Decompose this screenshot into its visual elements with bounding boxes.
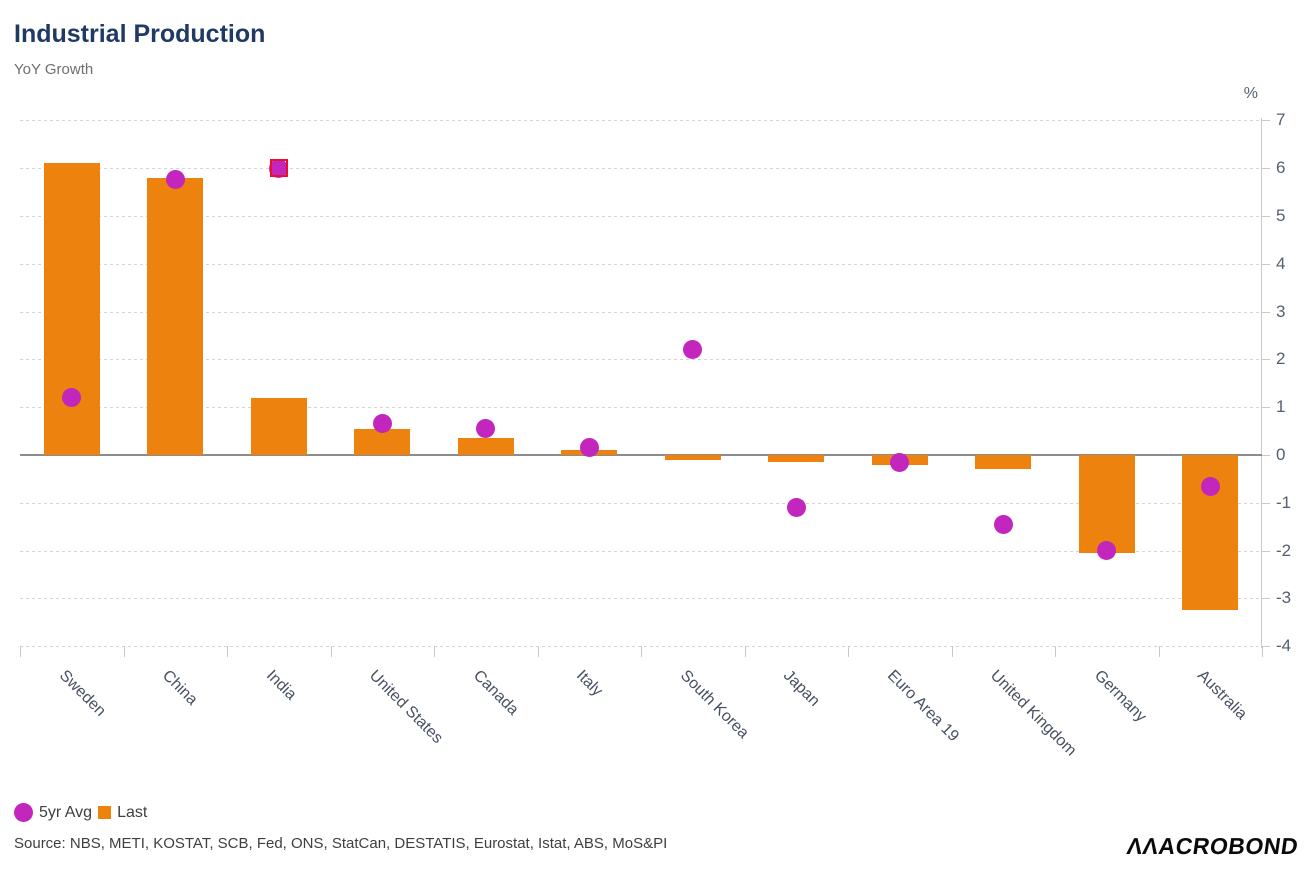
category-label-china: China [159, 667, 201, 709]
y-axis-tick [1261, 455, 1270, 456]
legend: 5yr Avg Last [14, 803, 147, 822]
legend-item-last: Last [98, 804, 147, 822]
y-tick-label: 7 [1276, 110, 1286, 130]
y-tick-label: 5 [1276, 205, 1286, 225]
y-tick-label: 3 [1276, 301, 1286, 321]
x-axis-tick [848, 646, 849, 657]
x-axis-tick [330, 646, 332, 657]
y-axis-tick [1261, 263, 1270, 265]
gridline-3 [20, 311, 1262, 313]
bar-sweden[interactable] [43, 163, 100, 455]
dot-south-korea[interactable] [683, 340, 703, 360]
dot-euro-area-19[interactable] [890, 452, 910, 472]
y-axis-tick [1261, 168, 1270, 170]
category-label-italy: Italy [573, 667, 606, 700]
category-label-germany: Germany [1090, 667, 1150, 726]
dot-japan[interactable] [786, 498, 806, 518]
legend-label: 5yr Avg [39, 803, 93, 821]
y-tick-label: 0 [1276, 445, 1286, 464]
y-axis-unit-label: % [1243, 85, 1258, 102]
y-tick-label: 6 [1276, 158, 1286, 178]
selected-point-highlight [269, 159, 288, 178]
x-axis-tick [1055, 646, 1056, 657]
legend-square-marker-icon [98, 806, 112, 819]
x-axis-tick [227, 646, 228, 657]
category-label-united-kingdom: United Kingdom [987, 667, 1080, 760]
y-tick-label: -2 [1276, 540, 1292, 560]
y-tick-label: 2 [1276, 349, 1286, 369]
legend-label: Last [117, 803, 148, 821]
x-axis-tick [537, 646, 539, 657]
x-axis-tick [1158, 646, 1160, 657]
y-axis-tick [1261, 646, 1270, 648]
bar-germany[interactable] [1078, 455, 1135, 554]
gridline--3 [20, 598, 1262, 600]
source-note: Source: NBS, METI, KOSTAT, SCB, Fed, ONS… [14, 835, 668, 852]
y-tick-label: 1 [1276, 397, 1286, 417]
dot-china[interactable] [165, 170, 185, 190]
category-label-euro-area-19: Euro Area 19 [883, 667, 962, 746]
bar-china[interactable] [147, 177, 204, 455]
gridline-2 [20, 359, 1262, 361]
gridline-5 [20, 215, 1262, 217]
category-label-india: India [262, 667, 300, 704]
y-axis-line [1261, 118, 1262, 649]
chart-subtitle: YoY Growth [14, 61, 94, 78]
legend-circle-marker-icon [14, 803, 33, 822]
dot-italy[interactable] [579, 438, 599, 458]
category-label-south-korea: South Korea [676, 667, 752, 742]
gridline--1 [20, 502, 1262, 504]
x-axis-tick [1262, 646, 1263, 657]
y-tick-label: -3 [1276, 588, 1292, 608]
bar-canada[interactable] [457, 438, 514, 455]
gridline-7 [20, 120, 1262, 122]
bar-india[interactable] [250, 397, 307, 455]
category-label-canada: Canada [469, 667, 522, 719]
page-title: Industrial Production [14, 20, 266, 48]
x-axis-tick [641, 646, 642, 657]
bar-united-states[interactable] [354, 428, 411, 455]
gridline-6 [20, 168, 1262, 170]
y-tick-label: -4 [1276, 636, 1292, 656]
dot-australia[interactable] [1200, 476, 1220, 496]
bar-south-korea[interactable] [664, 455, 721, 460]
x-axis-tick [434, 646, 435, 657]
x-axis-tick [20, 646, 21, 657]
zero-baseline [20, 454, 1262, 456]
gridline-4 [20, 263, 1262, 265]
dot-united-states[interactable] [372, 414, 392, 434]
bar-united-kingdom[interactable] [975, 455, 1032, 470]
bar-japan[interactable] [768, 455, 825, 463]
gridline--2 [20, 550, 1262, 552]
x-axis-tick [951, 646, 953, 657]
x-axis-tick [123, 646, 125, 657]
dot-germany[interactable] [1097, 541, 1117, 561]
y-axis-tick [1261, 215, 1270, 217]
y-axis-tick [1261, 502, 1270, 504]
y-axis-tick [1261, 407, 1270, 409]
y-axis-tick [1261, 359, 1270, 361]
category-label-united-states: United States [366, 667, 447, 747]
dot-united-kingdom[interactable] [993, 514, 1013, 534]
y-tick-label: -1 [1276, 492, 1292, 512]
y-axis-tick [1261, 311, 1270, 313]
category-label-sweden: Sweden [55, 667, 109, 720]
dot-india[interactable] [269, 158, 289, 178]
y-axis-tick [1261, 120, 1270, 122]
y-axis-tick [1261, 598, 1270, 600]
gridline-1 [20, 407, 1262, 409]
y-tick-label: 4 [1276, 253, 1286, 273]
dot-canada[interactable] [476, 419, 496, 439]
category-label-japan: Japan [780, 667, 824, 710]
category-label-australia: Australia [1194, 667, 1251, 724]
dot-sweden[interactable] [62, 388, 82, 408]
macrobond-logo: ΛΛACROBOND [1125, 833, 1300, 859]
x-axis-tick [744, 646, 746, 657]
y-axis-tick [1261, 550, 1270, 552]
legend-item-5yr-avg: 5yr Avg [14, 803, 92, 822]
